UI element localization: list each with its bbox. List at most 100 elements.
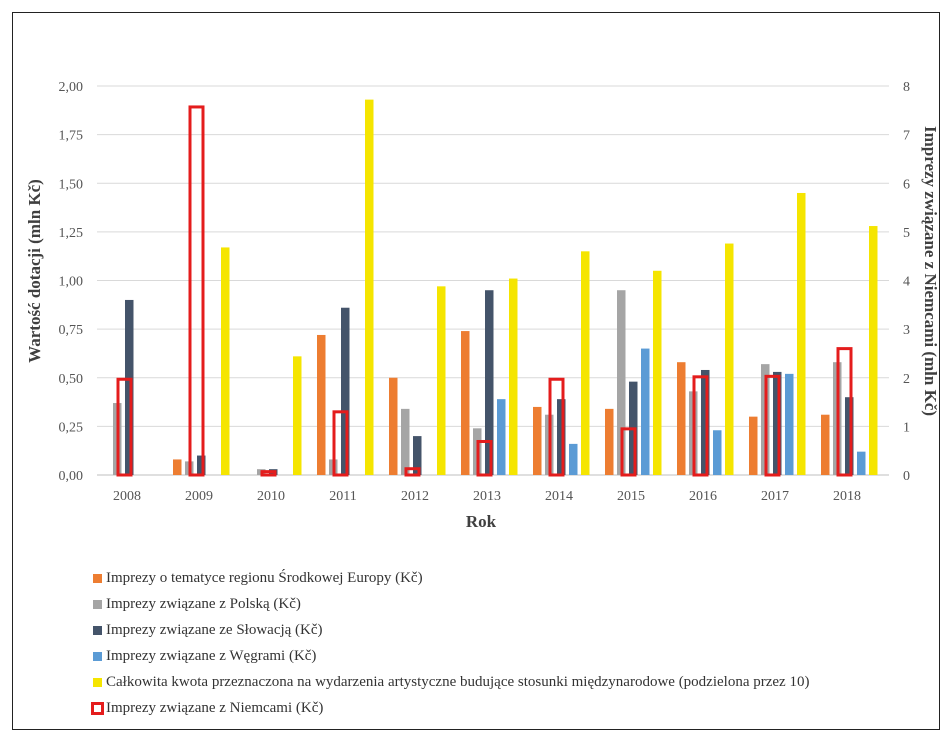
bar (797, 192, 806, 475)
x-axis-title: Rok (466, 512, 497, 531)
bar (365, 99, 374, 476)
bar (509, 278, 518, 475)
bar (341, 307, 350, 475)
bars (113, 99, 878, 477)
bar (221, 247, 230, 475)
bar (641, 348, 650, 475)
y2-tick-label: 3 (903, 323, 910, 338)
x-tick-label: 2008 (113, 489, 141, 504)
bar (260, 470, 277, 477)
bar (764, 374, 781, 477)
bar (677, 362, 686, 475)
legend-item: Imprezy związane ze Słowacją (Kč) (93, 617, 809, 643)
bar (821, 414, 830, 475)
bar (845, 397, 854, 475)
bar (173, 459, 182, 475)
bar (701, 369, 710, 475)
y-tick-label: 0,50 (59, 372, 84, 387)
bar (437, 286, 446, 475)
x-tick-label: 2013 (473, 489, 501, 504)
bar (401, 408, 410, 475)
bar (581, 251, 590, 475)
y2-tick-label: 5 (903, 226, 910, 241)
bar (749, 416, 758, 475)
bar (605, 408, 614, 475)
bar (332, 410, 349, 477)
bar (125, 299, 134, 475)
legend-label: Imprezy o tematyce regionu Środkowej Eur… (106, 569, 423, 586)
x-tick-label: 2017 (761, 489, 789, 504)
legend-item: Imprezy związane z Węgrami (Kč) (93, 643, 809, 669)
x-tick-label: 2009 (185, 489, 213, 504)
x-tick-label: 2015 (617, 489, 645, 504)
legend-swatch (93, 625, 102, 635)
bar-chart: 0,00 0,25 0,50 0,75 1,00 1,25 1,50 1,75 2,00 0 1 2 3… (25, 80, 939, 531)
legend-swatch (93, 651, 102, 661)
legend-label: Całkowita kwota przeznaczona na wydarzen… (106, 673, 810, 690)
bar (653, 270, 662, 475)
y2-tick-label: 4 (903, 275, 910, 290)
x-tick-label: 2011 (329, 489, 356, 504)
legend-item: Imprezy o tematyce regionu Środkowej Eur… (93, 565, 809, 591)
bar (413, 436, 422, 475)
bar (476, 439, 493, 477)
bar (497, 399, 506, 475)
bar (617, 290, 626, 475)
bar (404, 467, 421, 477)
legend-label: Imprezy związane z Niemcami (Kč) (106, 699, 324, 716)
legend-swatch (93, 573, 102, 583)
bar (389, 377, 398, 475)
bar (725, 243, 734, 475)
chart-frame: 0,00 0,25 0,50 0,75 1,00 1,25 1,50 1,75 2,00 0 1 2 3… (12, 12, 940, 730)
y2-tick-label: 2 (903, 372, 910, 387)
bar (620, 427, 637, 477)
bar (773, 371, 782, 475)
y-axis-title: Wartość dotacji (mln Kč) (25, 179, 44, 363)
x-tick-label: 2016 (689, 489, 717, 504)
y-tick-label: 1,25 (59, 226, 84, 241)
y2-axis-title: Imprezy związane z Niemcami (mln Kč) (921, 126, 939, 416)
legend-label: Imprezy związane ze Słowacją (Kč) (106, 621, 323, 638)
bar (692, 375, 709, 477)
y-tick-label: 2,00 (59, 80, 84, 95)
x-tick-label: 2010 (257, 489, 285, 504)
bar (188, 105, 205, 477)
bar (533, 406, 542, 475)
legend: Imprezy o tematyce regionu Środkowej Eur… (91, 565, 809, 721)
y2-tick-label: 0 (903, 469, 910, 484)
bar (293, 356, 302, 475)
y-tick-label: 1,75 (59, 129, 84, 144)
bar (557, 399, 566, 475)
bar (869, 226, 878, 475)
bar (857, 451, 866, 475)
y-tick-label: 1,00 (59, 275, 84, 290)
y-tick-label: 0,75 (59, 323, 84, 338)
bar (116, 377, 133, 477)
bar (197, 455, 206, 475)
y2-tick-label: 1 (903, 420, 910, 435)
legend-item: Imprezy związane z Polską (Kč) (93, 591, 809, 617)
x-tick-label: 2012 (401, 489, 429, 504)
bar (461, 331, 470, 475)
bar (785, 373, 794, 475)
bar (713, 430, 722, 475)
bar (485, 290, 494, 475)
legend-label: Imprezy związane z Polską (Kč) (106, 595, 301, 612)
tick-labels: 0,00 0,25 0,50 0,75 1,00 1,25 1,50 1,75 2,00 0 1 2 3… (59, 80, 911, 504)
bar (317, 334, 326, 475)
y-tick-label: 1,50 (59, 177, 84, 192)
legend-item: Całkowita kwota przeznaczona na wydarzen… (93, 669, 809, 695)
x-tick-label: 2014 (545, 489, 573, 504)
y2-tick-label: 6 (903, 177, 910, 192)
x-tick-label: 2018 (833, 489, 861, 504)
legend-swatch (93, 677, 102, 687)
y2-tick-label: 7 (903, 129, 910, 144)
legend-label: Imprezy związane z Węgrami (Kč) (106, 647, 317, 664)
bar (836, 347, 853, 477)
bar (548, 377, 565, 477)
y-tick-label: 0,25 (59, 420, 84, 435)
y2-tick-label: 8 (903, 80, 910, 95)
y-tick-label: 0,00 (59, 469, 84, 484)
legend-swatch (91, 701, 104, 715)
legend-swatch (93, 599, 102, 609)
